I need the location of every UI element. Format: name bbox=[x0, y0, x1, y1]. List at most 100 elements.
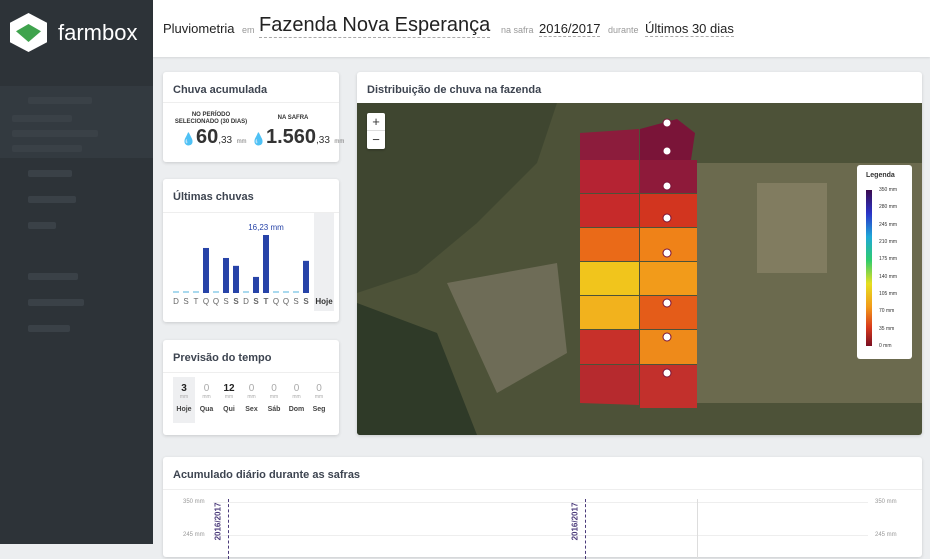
farm-select[interactable]: Fazenda Nova Esperança bbox=[259, 14, 491, 38]
menu-item[interactable] bbox=[28, 170, 72, 177]
menu-item[interactable] bbox=[12, 115, 72, 122]
bar bbox=[203, 247, 209, 293]
divider bbox=[163, 102, 339, 103]
menu-item[interactable] bbox=[28, 196, 76, 203]
shape bbox=[640, 365, 697, 408]
bar bbox=[213, 291, 219, 293]
legend-scale bbox=[866, 190, 872, 346]
legend-tick: 245 mm bbox=[879, 221, 898, 228]
forecast-unit: mm bbox=[269, 394, 279, 400]
legend-tick: 140 mm bbox=[879, 273, 898, 280]
shape bbox=[580, 194, 639, 227]
forecast-day: 0 mm Dom bbox=[286, 383, 308, 413]
zoom-in[interactable]: + bbox=[367, 113, 385, 131]
bar bbox=[263, 235, 269, 293]
legend-tick: 210 mm bbox=[879, 239, 898, 245]
today-highlight bbox=[173, 377, 195, 423]
decimals: ,33 bbox=[218, 135, 233, 146]
season-select[interactable]: 2016/2017 bbox=[539, 21, 601, 37]
forecast-day: 0 mm Sex bbox=[241, 383, 263, 413]
day-label: S bbox=[293, 297, 298, 306]
divider bbox=[163, 212, 339, 213]
bar bbox=[233, 265, 239, 293]
bar bbox=[223, 257, 229, 293]
divider bbox=[163, 372, 339, 373]
shape bbox=[662, 146, 672, 156]
shape bbox=[662, 332, 672, 342]
menu-item[interactable] bbox=[12, 130, 98, 137]
card-title: Previsão do tempo bbox=[173, 352, 272, 364]
legend-tick: 35 mm bbox=[879, 325, 895, 332]
shape: 💧 bbox=[181, 132, 196, 146]
legend-tick: 350 mm bbox=[879, 187, 898, 193]
value: 60 bbox=[195, 126, 219, 148]
zoom-out[interactable]: − bbox=[372, 132, 380, 147]
shape bbox=[580, 228, 639, 261]
label: durante bbox=[608, 25, 639, 35]
y-label: 350 mm bbox=[875, 499, 897, 505]
shape bbox=[662, 248, 672, 258]
shape bbox=[580, 262, 639, 295]
legend-tick: 105 mm bbox=[879, 291, 898, 297]
forecast-day-name: Qui bbox=[223, 406, 235, 413]
bar bbox=[183, 291, 189, 293]
period-value: 💧60,33 mm bbox=[181, 126, 247, 149]
forecast-unit: mm bbox=[247, 394, 256, 400]
forecast-day-name: Dom bbox=[288, 406, 305, 413]
divider bbox=[163, 489, 922, 490]
shape bbox=[580, 365, 639, 405]
bar bbox=[173, 291, 179, 293]
bar bbox=[243, 291, 249, 293]
today-label: Hoje bbox=[315, 297, 333, 306]
bar bbox=[253, 276, 259, 293]
forecast-value: 0 bbox=[293, 383, 300, 394]
day-label: S bbox=[303, 297, 309, 306]
forecast-day: 3 mm Hoje bbox=[173, 383, 195, 413]
y-label: 350 mm bbox=[183, 499, 205, 505]
bar bbox=[293, 291, 299, 293]
card-title: Distribuição de chuva na fazenda bbox=[367, 84, 542, 96]
menu-item[interactable] bbox=[28, 273, 78, 280]
bar bbox=[303, 260, 309, 293]
forecast-value: 12 bbox=[223, 383, 235, 394]
decimals: ,33 bbox=[316, 135, 330, 146]
forecast-day-name: Hoje bbox=[176, 406, 192, 413]
card-title: Últimas chuvas bbox=[173, 191, 254, 203]
forecast-unit: mm bbox=[292, 394, 301, 400]
divider-line bbox=[697, 499, 698, 559]
accumulated-card: Chuva acumulada NO PERÍODO SELECIONADO (… bbox=[163, 72, 344, 162]
shape bbox=[662, 118, 672, 128]
annotation: 16,23 mm bbox=[248, 223, 284, 232]
day-label: D bbox=[173, 297, 179, 306]
zoom-control: + − bbox=[367, 113, 385, 149]
forecast-day: 0 mm Sáb bbox=[263, 383, 285, 413]
menu-item[interactable] bbox=[28, 325, 70, 332]
menu-item[interactable] bbox=[28, 222, 56, 229]
bar bbox=[283, 291, 289, 293]
menu-item[interactable] bbox=[28, 97, 92, 104]
menu-item[interactable] bbox=[28, 299, 84, 306]
forecast-value: 0 bbox=[248, 383, 255, 394]
grid-line bbox=[213, 535, 868, 536]
forecast-day: 0 mm Qua bbox=[196, 383, 218, 413]
forecast-card: Previsão do tempo 3 mm Hoje 0 mm Qua 12 mm Qui 0 m… bbox=[163, 340, 339, 435]
card-title: Chuva acumulada bbox=[173, 84, 268, 96]
forecast-unit: mm bbox=[314, 394, 324, 400]
season-line bbox=[585, 499, 586, 559]
shape bbox=[662, 298, 672, 308]
period-select[interactable]: Últimos 30 dias bbox=[645, 21, 734, 37]
menu-item[interactable] bbox=[12, 145, 82, 152]
bar bbox=[193, 291, 199, 293]
today-column bbox=[314, 213, 334, 311]
bar bbox=[273, 291, 279, 293]
forecast-day-name: Qua bbox=[199, 406, 214, 413]
forecast-day-name: Sáb bbox=[267, 406, 281, 413]
sidebar: farmbox bbox=[0, 0, 153, 544]
forecast-day-name: Seg bbox=[312, 406, 326, 413]
legend-tick: 175 mm bbox=[879, 256, 898, 263]
shape bbox=[662, 368, 672, 378]
shape bbox=[580, 160, 639, 193]
terrain bbox=[357, 303, 477, 435]
season-line bbox=[228, 499, 229, 559]
